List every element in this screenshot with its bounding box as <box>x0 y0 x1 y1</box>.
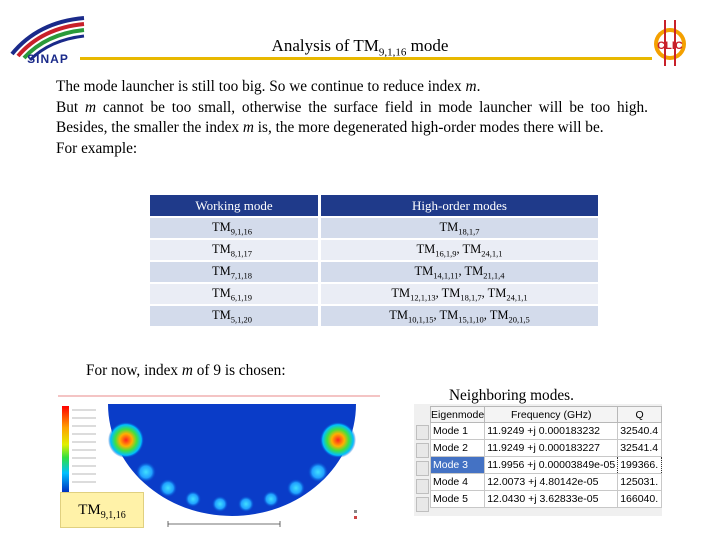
chosen-index-text: For now, index m of 9 is chosen: <box>86 362 286 379</box>
eigenmode-name-cell[interactable]: Mode 1 <box>429 422 486 440</box>
row-selector-4[interactable] <box>416 479 429 494</box>
working-mode-cell: TM9,1,16 <box>150 216 321 238</box>
working-mode-cell: TM8,1,17 <box>150 238 321 260</box>
eigenmode-name-cell[interactable]: Mode 3 <box>429 456 486 474</box>
eigenmode-name-cell[interactable]: Mode 4 <box>429 473 486 491</box>
q-cell[interactable]: 199366. <box>617 456 662 474</box>
body-text: The mode launcher is still too big. So w… <box>56 77 648 159</box>
working-mode-cell: TM5,1,20 <box>150 304 321 326</box>
field-distribution-plot <box>58 392 380 532</box>
eigenmode-row[interactable]: Mode 3 11.9956 +j 0.00003849e-05 199366. <box>429 456 662 474</box>
title-underline <box>80 57 652 60</box>
row-selector-2[interactable] <box>416 443 429 458</box>
mode-comparison-table: Working mode High-order modes TM9,1,16 TM… <box>150 195 598 326</box>
row-selector-3[interactable] <box>416 461 429 476</box>
line-1: The mode launcher is still too big. So w… <box>56 78 481 95</box>
working-mode-cell: TM6,1,19 <box>150 282 321 304</box>
col-eigenmode[interactable]: Eigenmode <box>429 406 486 423</box>
mode-table-row: TM7,1,18 TM14,1,11, TM21,1,4 <box>150 260 598 282</box>
mode-table-row: TM8,1,17 TM16,1,9, TM24,1,1 <box>150 238 598 260</box>
q-cell[interactable]: 32541.4 <box>617 439 662 457</box>
high-order-modes-cell: TM12,1,13, TM18,1,7, TM24,1,1 <box>321 282 598 304</box>
working-mode-cell: TM7,1,18 <box>150 260 321 282</box>
q-cell[interactable]: 166040. <box>617 490 662 508</box>
color-legend <box>62 406 96 492</box>
q-cell[interactable]: 32540.4 <box>617 422 662 440</box>
header-working-mode: Working mode <box>150 195 321 216</box>
frequency-cell[interactable]: 11.9956 +j 0.00003849e-05 <box>484 456 619 474</box>
field-hotspots <box>108 422 356 512</box>
line-3: For example: <box>56 139 138 157</box>
high-order-modes-cell: TM14,1,11, TM21,1,4 <box>321 260 598 282</box>
frequency-cell[interactable]: 11.9249 +j 0.000183232 <box>484 422 619 440</box>
clic-logo-text: CLIC <box>657 40 683 52</box>
sinap-logo-text: SINAP <box>27 52 69 66</box>
eigenmode-results-panel: Eigenmode Frequency (GHz) Q Mode 1 11.924… <box>414 404 662 516</box>
col-q[interactable]: Q <box>617 406 662 423</box>
row-selector-1[interactable] <box>416 425 429 440</box>
mode-table-row: TM5,1,20 TM10,1,15, TM15,1,10, TM20,1,5 <box>150 304 598 326</box>
q-cell[interactable]: 125031. <box>617 473 662 491</box>
high-order-modes-cell: TM10,1,15, TM15,1,10, TM20,1,5 <box>321 304 598 326</box>
eigenmode-row[interactable]: Mode 1 11.9249 +j 0.000183232 32540.4 <box>429 422 662 440</box>
header-high-order-modes: High-order modes <box>321 195 598 216</box>
mode-label-box: TM9,1,16 <box>60 492 144 528</box>
frequency-cell[interactable]: 12.0430 +j 3.62833e-05 <box>484 490 619 508</box>
col-frequency[interactable]: Frequency (GHz) <box>484 406 619 423</box>
figure-caption: Neighboring modes. <box>449 387 574 404</box>
sinap-logo <box>10 16 85 62</box>
eigenmode-name-cell[interactable]: Mode 2 <box>429 439 486 457</box>
frequency-cell[interactable]: 12.0073 +j 4.80142e-05 <box>484 473 619 491</box>
high-order-modes-cell: TM16,1,9, TM24,1,1 <box>321 238 598 260</box>
mode-table-row: TM9,1,16 TM18,1,7 <box>150 216 598 238</box>
line-2: But m cannot be too small, otherwise the… <box>56 98 648 137</box>
frequency-cell[interactable]: 11.9249 +j 0.000183227 <box>484 439 619 457</box>
eigenmode-row[interactable]: Mode 2 11.9249 +j 0.000183227 32541.4 <box>429 439 662 457</box>
clic-logo: CLIC <box>654 20 686 66</box>
high-order-modes-cell: TM18,1,7 <box>321 216 598 238</box>
eigenmode-row[interactable]: Mode 4 12.0073 +j 4.80142e-05 125031. <box>429 473 662 491</box>
eigenmode-table: Eigenmode Frequency (GHz) Q Mode 1 11.924… <box>429 406 662 508</box>
eigenmode-row[interactable]: Mode 5 12.0430 +j 3.62833e-05 166040. <box>429 490 662 508</box>
row-selector-5[interactable] <box>416 497 429 512</box>
eigenmode-name-cell[interactable]: Mode 5 <box>429 490 486 508</box>
mode-table-row: TM6,1,19 TM12,1,13, TM18,1,7, TM24,1,1 <box>150 282 598 304</box>
page-title: Analysis of TM9,1,16 mode <box>271 36 449 59</box>
